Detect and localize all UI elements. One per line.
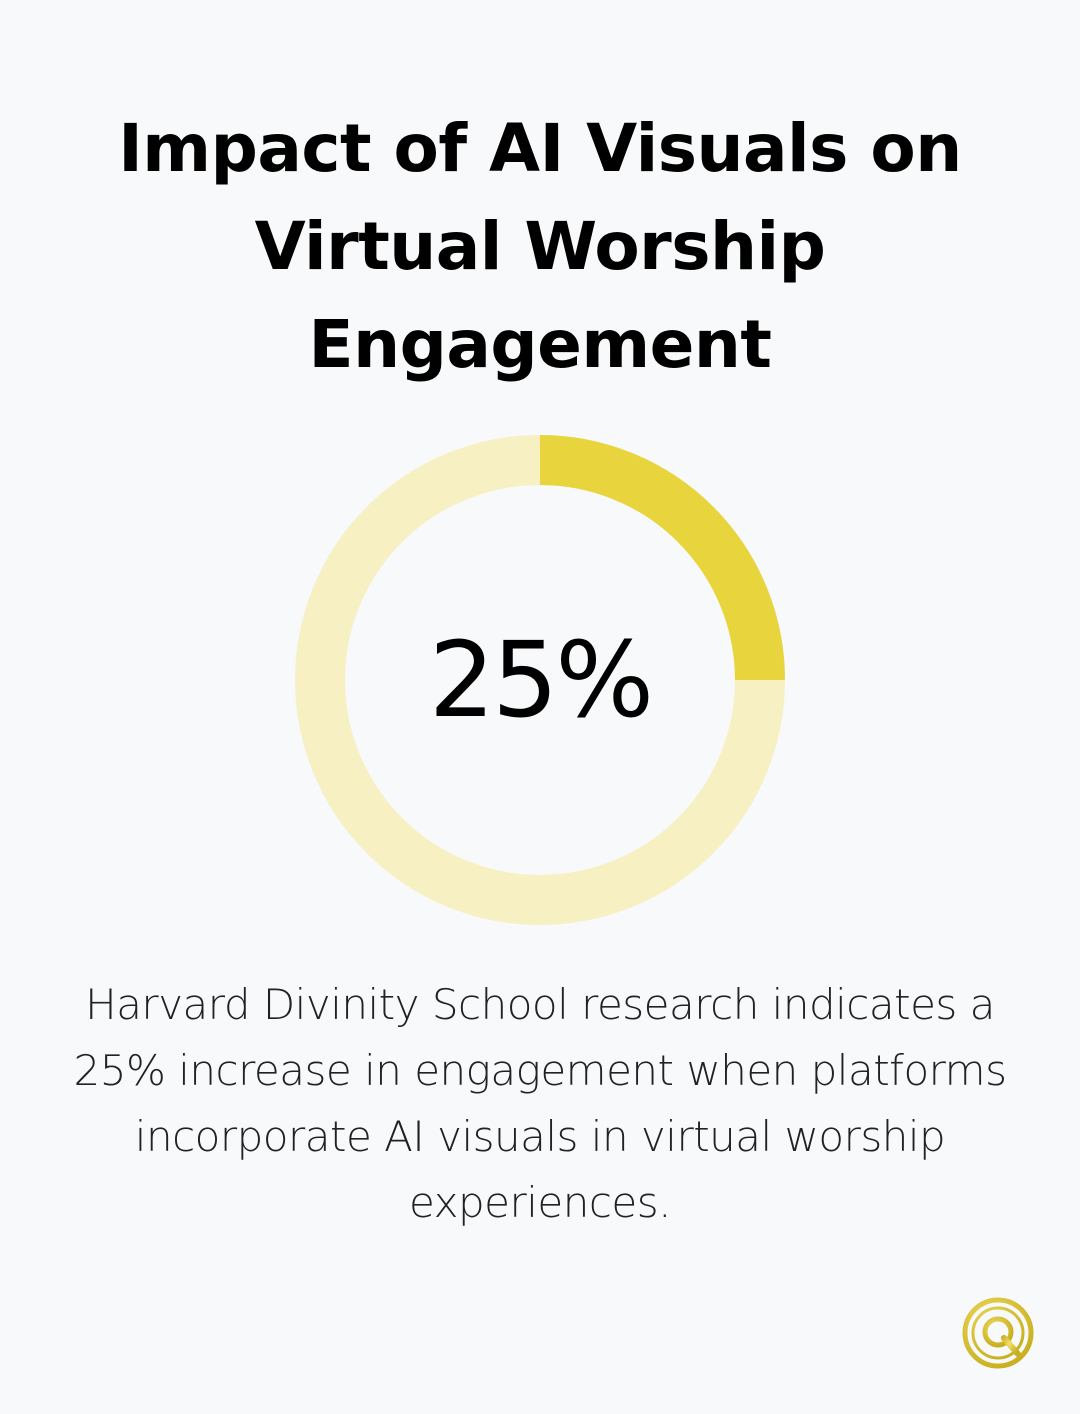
donut-chart: 25%: [295, 435, 785, 925]
donut-value-arc: [539, 435, 785, 681]
center-value-label: 25%: [428, 619, 654, 741]
chart-title: Impact of AI Visuals on Virtual Worship …: [118, 110, 962, 383]
description-text: Harvard Divinity School research indicat…: [73, 980, 1007, 1227]
q-logo-icon: [958, 1296, 1042, 1370]
donut-svg: [295, 435, 785, 925]
